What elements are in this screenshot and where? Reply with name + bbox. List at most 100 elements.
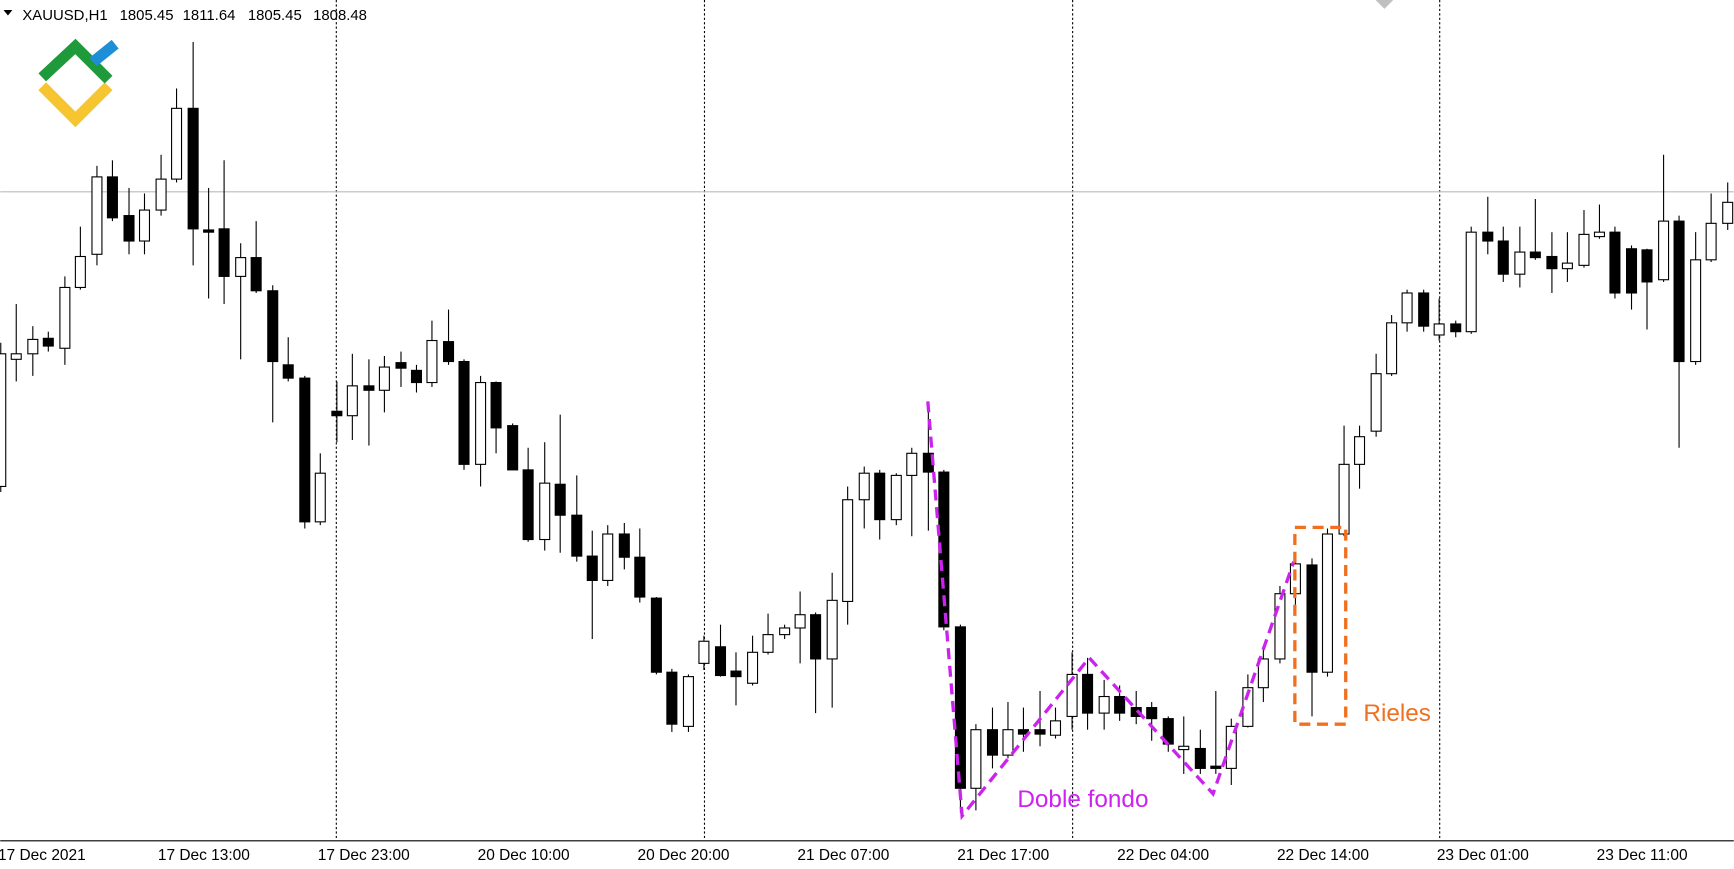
- candle-body: [27, 338, 39, 355]
- candle-body: [1514, 251, 1526, 275]
- candle-body: [970, 729, 982, 789]
- candle-body: [1178, 745, 1190, 751]
- candle-body: [666, 671, 678, 725]
- candle-body: [1433, 323, 1445, 336]
- candle-body: [634, 556, 646, 598]
- candle-body: [1210, 765, 1222, 769]
- candle-body: [554, 483, 566, 516]
- x-tick-label: 22 Dec 04:00: [1117, 847, 1209, 864]
- candle-body: [618, 533, 630, 558]
- candle-body: [1658, 220, 1670, 281]
- candle-body: [1561, 262, 1573, 270]
- candle-body: [1450, 323, 1462, 333]
- candle-body: [906, 452, 918, 476]
- candle-body: [1690, 259, 1702, 363]
- candle-body: [1257, 658, 1269, 689]
- candle-body: [91, 176, 103, 255]
- candle-body: [1194, 747, 1206, 769]
- candle-body: [410, 369, 422, 384]
- candle-body: [1306, 564, 1318, 673]
- candle-body: [1482, 231, 1494, 242]
- candle-body: [1066, 673, 1078, 717]
- x-tick-label: 20 Dec 10:00: [478, 847, 570, 864]
- candle-body: [1370, 373, 1382, 432]
- candle-body: [1034, 729, 1046, 735]
- candle-body: [747, 651, 759, 684]
- candle-body: [539, 482, 551, 541]
- candle-body: [1146, 707, 1158, 720]
- logo: [38, 38, 119, 128]
- candle-body: [890, 474, 902, 521]
- ohlc-low: 1805.45: [248, 7, 302, 24]
- double-bottom-line: [926, 401, 1296, 821]
- candle-body: [507, 425, 519, 471]
- candle-body: [586, 555, 598, 581]
- candle-body: [203, 229, 215, 233]
- candle-body: [1625, 248, 1638, 294]
- candle-body: [426, 339, 438, 384]
- candle-body: [314, 472, 326, 523]
- candle-body: [779, 627, 791, 636]
- candle-body: [395, 362, 407, 369]
- candle-body: [1578, 233, 1590, 266]
- ohlc-close: 1808.48: [313, 7, 367, 24]
- candle-body: [1354, 436, 1366, 465]
- candle-body: [1049, 720, 1062, 736]
- candle-body: [123, 215, 135, 242]
- candle-body: [1497, 240, 1509, 275]
- candle-body: [986, 729, 999, 756]
- candle-body: [1338, 463, 1350, 535]
- candle-body: [490, 381, 502, 429]
- candle-body: [1673, 220, 1685, 363]
- x-tick-label: 23 Dec 11:00: [1597, 847, 1688, 864]
- x-tick-label: 17 Dec 2021: [0, 847, 86, 864]
- candle-body: [714, 646, 727, 677]
- candles: [0, 42, 1734, 813]
- candle-body: [762, 634, 774, 653]
- candle-body: [1546, 255, 1558, 270]
- candle-body: [1465, 231, 1477, 333]
- menu-arrow[interactable]: [3, 9, 13, 16]
- candle-body: [1609, 231, 1621, 294]
- x-tick-label: 23 Dec 01:00: [1437, 847, 1529, 864]
- candle-body: [1321, 533, 1334, 673]
- candle-body: [810, 614, 822, 660]
- candle-body: [954, 626, 966, 789]
- candle-body: [42, 337, 54, 347]
- candle-body: [378, 366, 390, 391]
- candle-body: [1225, 725, 1237, 769]
- candle-body: [858, 472, 870, 501]
- candle-body: [1705, 222, 1717, 261]
- x-tick-label: 21 Dec 07:00: [797, 847, 889, 864]
- candle-body: [443, 341, 455, 363]
- day-separators: [335, 0, 1441, 841]
- candle-body: [650, 597, 662, 673]
- candle-body: [1002, 729, 1014, 756]
- candle-body: [730, 670, 742, 678]
- candle-body: [1418, 292, 1430, 327]
- symbol-label: XAUUSD,H1: [22, 7, 107, 24]
- candle-body: [571, 514, 583, 557]
- x-tick-label: 20 Dec 20:00: [637, 847, 729, 864]
- annotation: Doble fondo: [1017, 786, 1148, 813]
- rails-box: [1293, 525, 1348, 726]
- candle-body: [1114, 695, 1126, 714]
- candle-body: [138, 209, 151, 242]
- shift-marker: [1375, 0, 1394, 9]
- x-tick-label: 17 Dec 13:00: [158, 847, 250, 864]
- x-tick-label: 22 Dec 14:00: [1277, 847, 1369, 864]
- candle-body: [299, 377, 311, 523]
- candle-body: [826, 599, 838, 660]
- candle-body: [235, 257, 247, 277]
- candle-body: [155, 178, 167, 211]
- candle-body: [331, 410, 343, 417]
- candle-body: [187, 107, 199, 230]
- candle-body: [1593, 231, 1605, 238]
- ohlc-open: 1805.45: [120, 7, 174, 24]
- ohlc-high: 1811.64: [183, 7, 236, 24]
- candle-body: [1529, 251, 1541, 259]
- candle-body: [267, 290, 279, 363]
- candle-body: [1082, 673, 1094, 714]
- candle-body: [171, 107, 183, 180]
